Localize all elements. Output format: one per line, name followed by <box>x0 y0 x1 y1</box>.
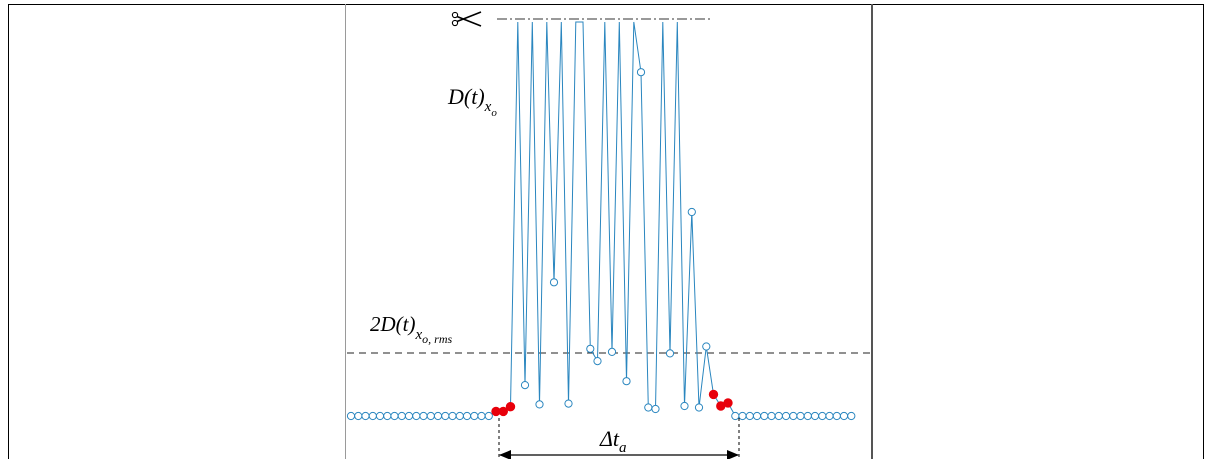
data-point-marker <box>484 411 493 421</box>
data-point-marker <box>622 377 631 386</box>
data-point-marker <box>767 411 776 421</box>
data-point-marker <box>752 411 762 421</box>
data-point-marker <box>651 404 660 414</box>
data-point-marker <box>607 347 617 356</box>
data-point-marker <box>433 411 443 421</box>
data-point-marker <box>368 411 377 421</box>
data-point-marker <box>462 411 472 421</box>
data-point-marker <box>397 411 406 421</box>
data-point-marker <box>412 411 421 421</box>
data-point-marker <box>760 411 769 421</box>
data-point-marker <box>818 411 827 421</box>
data-point-marker <box>796 411 805 421</box>
data-point-marker <box>839 411 849 421</box>
data-point-marker <box>781 411 791 421</box>
data-point-marker <box>470 411 479 421</box>
data-point-marker <box>586 344 595 353</box>
data-point-marker <box>593 357 602 366</box>
data-point-marker <box>774 411 783 421</box>
frame-right-border <box>1203 4 1204 459</box>
data-point-marker <box>644 403 653 412</box>
data-point-marker <box>448 411 457 421</box>
panel-left-divider <box>345 4 346 459</box>
signal-series-line <box>351 21 852 417</box>
data-point-marker <box>520 381 530 390</box>
data-point-marker <box>832 411 841 421</box>
data-point-marker <box>789 411 798 421</box>
data-point-marker <box>564 399 573 408</box>
data-point-marker <box>803 411 812 421</box>
data-point-marker <box>441 411 450 421</box>
edge-marker <box>723 398 733 408</box>
panel-right-divider <box>871 4 873 459</box>
data-point-marker <box>404 411 414 421</box>
duration-label: Δta <box>599 426 627 456</box>
data-point-marker <box>477 411 486 421</box>
data-point-marker <box>847 411 856 421</box>
data-point-marker <box>810 411 820 421</box>
data-point-marker <box>535 400 544 409</box>
edge-marker <box>505 402 516 412</box>
data-point-marker <box>375 411 385 421</box>
data-point-marker <box>455 411 464 421</box>
data-point-marker <box>738 411 747 421</box>
edge-marker <box>498 406 508 417</box>
scissors-icon <box>451 11 482 27</box>
signal-series-markers <box>346 68 856 421</box>
data-point-marker <box>665 349 675 358</box>
data-point-marker <box>636 68 646 77</box>
data-point-marker <box>694 403 704 412</box>
data-point-marker <box>680 401 689 411</box>
data-point-marker <box>702 342 711 351</box>
data-point-marker <box>383 411 392 421</box>
data-point-marker <box>390 411 399 421</box>
data-point-marker <box>731 411 740 421</box>
data-point-marker <box>687 207 696 217</box>
data-point-marker <box>361 411 370 421</box>
data-point-marker <box>825 411 834 421</box>
data-point-marker <box>419 411 428 421</box>
data-point-marker <box>549 278 559 287</box>
d-label: D(t)xo <box>447 84 497 119</box>
data-point-marker <box>346 411 356 421</box>
data-point-marker <box>745 411 754 421</box>
data-point-marker <box>354 411 363 421</box>
data-point-marker <box>426 411 435 421</box>
signal-line <box>351 21 852 417</box>
frame-left-border <box>8 4 9 459</box>
edge-marker <box>708 389 719 400</box>
frame-top-border <box>8 4 1204 5</box>
threshold-label: 2D(t)xo, rms <box>370 312 453 346</box>
